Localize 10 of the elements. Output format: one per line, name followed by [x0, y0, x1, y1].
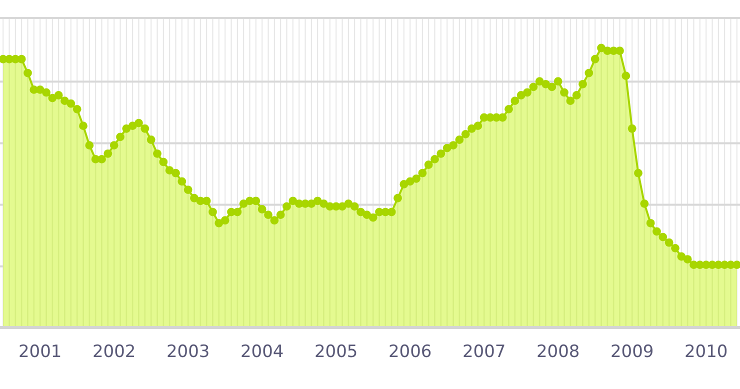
x-tick-label: 2001: [18, 342, 62, 362]
x-tick-label: 2006: [388, 342, 432, 362]
x-tick-label: 2007: [462, 342, 506, 362]
x-tick-label: 2004: [240, 342, 284, 362]
x-tick-label: 2003: [166, 342, 210, 362]
x-tick-label: 2009: [610, 342, 654, 362]
x-tick-label: 2005: [314, 342, 358, 362]
x-tick-label: 2010: [684, 342, 728, 362]
x-tick-label: 2002: [92, 342, 136, 362]
x-tick-label: 2008: [536, 342, 580, 362]
